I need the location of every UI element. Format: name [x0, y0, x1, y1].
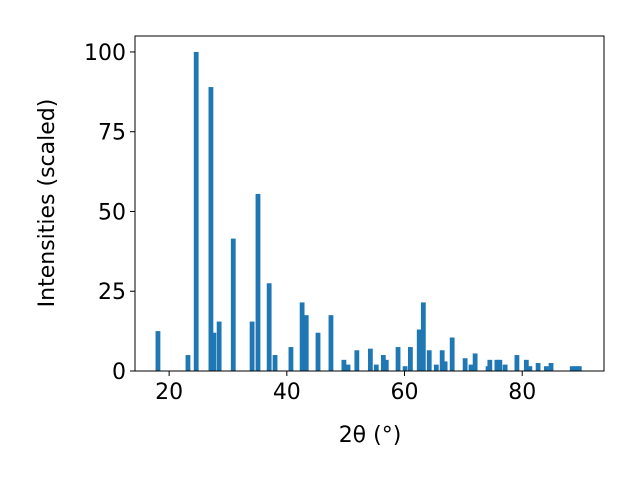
x-tick-label: 60	[391, 380, 419, 405]
bar	[433, 364, 439, 371]
y-tick-label: 75	[98, 121, 126, 146]
x-axis-label: 2θ (°)	[339, 423, 402, 448]
bar	[266, 283, 272, 371]
y-tick-label: 25	[98, 280, 126, 305]
bar	[576, 366, 582, 371]
y-axis-label: Intensities (scaled)	[35, 99, 60, 308]
y-tick-label: 100	[84, 41, 126, 66]
x-tick-label: 40	[273, 380, 301, 405]
y-tick-label: 0	[112, 360, 126, 385]
bar	[420, 302, 426, 371]
bar	[193, 51, 199, 371]
bar	[395, 347, 401, 371]
bar	[208, 87, 214, 372]
bar	[216, 321, 222, 371]
bar	[380, 355, 386, 371]
bar	[328, 315, 334, 371]
y-tick-label: 50	[98, 200, 126, 225]
bar	[383, 359, 389, 371]
bar	[523, 359, 529, 371]
bar	[514, 355, 520, 371]
bar	[299, 302, 305, 371]
bar	[155, 331, 161, 371]
bar	[439, 350, 445, 371]
bar	[230, 238, 236, 371]
bar	[426, 350, 432, 371]
bar	[354, 350, 360, 371]
bar	[449, 337, 455, 371]
bar	[373, 364, 379, 371]
bar	[548, 363, 554, 371]
bar	[462, 358, 468, 371]
plot-frame	[134, 35, 605, 372]
bar	[407, 347, 413, 371]
bar	[535, 363, 541, 371]
bar	[416, 329, 422, 371]
bar	[255, 193, 261, 371]
bar	[494, 359, 500, 371]
bar	[543, 366, 549, 371]
bar	[315, 332, 321, 371]
bar	[345, 364, 351, 371]
bar	[527, 366, 533, 371]
bar	[487, 359, 493, 371]
bar	[211, 332, 217, 371]
bar	[472, 353, 478, 371]
bar	[442, 361, 448, 371]
bar	[288, 347, 294, 371]
bar	[341, 359, 347, 371]
bar	[573, 366, 579, 371]
bar	[367, 348, 373, 371]
bar	[185, 355, 191, 371]
bar	[272, 355, 278, 371]
bar	[497, 359, 503, 371]
bar	[402, 366, 408, 371]
x-tick-label: 20	[155, 380, 183, 405]
bar	[249, 321, 255, 371]
bar	[569, 366, 575, 371]
bar	[303, 315, 309, 371]
x-tick-label: 80	[508, 380, 536, 405]
bar	[468, 364, 474, 371]
bar	[502, 364, 508, 371]
